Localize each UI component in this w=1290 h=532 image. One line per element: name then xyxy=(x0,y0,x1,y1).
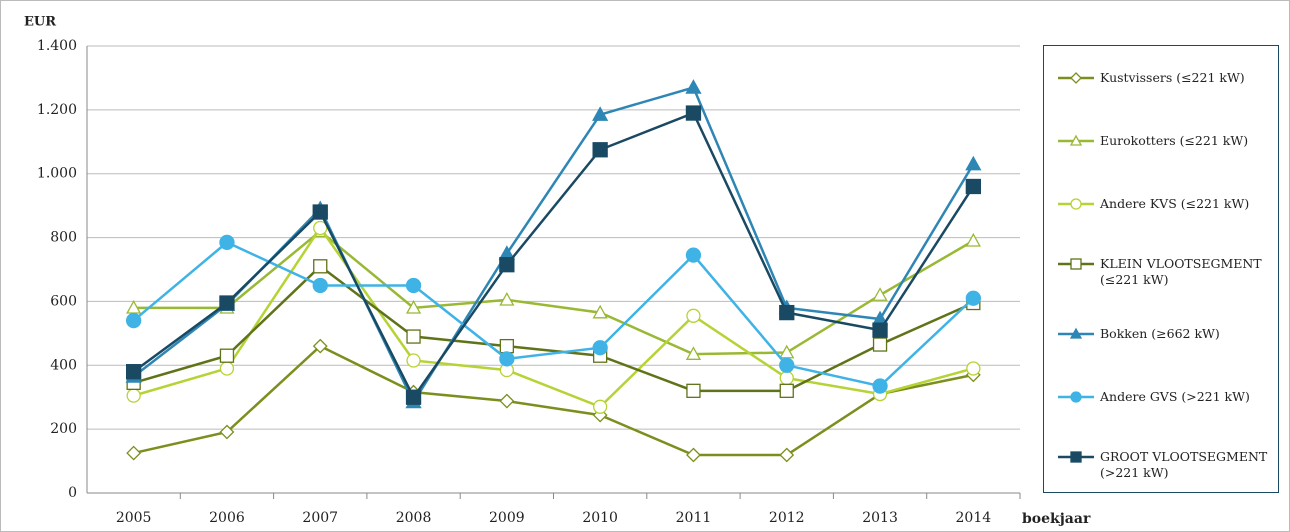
x-tick-label: 2014 xyxy=(956,510,992,526)
y-tick-label: 1.000 xyxy=(37,166,77,182)
marker xyxy=(1070,391,1082,403)
series-line xyxy=(133,229,974,356)
marker xyxy=(219,295,235,311)
marker xyxy=(592,304,608,319)
marker xyxy=(313,220,328,236)
marker xyxy=(686,383,701,398)
marker xyxy=(406,329,421,344)
marker xyxy=(779,370,794,386)
marker xyxy=(965,155,982,171)
legend-label: Bokken (≥662 kW) xyxy=(1100,326,1220,341)
marker xyxy=(312,204,328,220)
x-tick-label: 2007 xyxy=(302,510,338,526)
marker xyxy=(219,361,235,376)
x-tick-label: 2012 xyxy=(769,510,805,526)
marker xyxy=(592,142,608,158)
legend-label: Andere KVS (≤221 kW) xyxy=(1100,196,1250,211)
marker xyxy=(313,259,328,274)
legend-swatch xyxy=(1058,327,1094,339)
marker xyxy=(499,351,515,367)
series-line xyxy=(132,240,975,388)
y-tick-label: 1.400 xyxy=(37,38,77,54)
marker xyxy=(125,312,142,329)
marker xyxy=(872,378,888,394)
x-tick-label: 2008 xyxy=(396,510,432,526)
marker xyxy=(779,304,795,321)
marker xyxy=(219,348,235,363)
marker xyxy=(405,389,422,405)
series-line xyxy=(133,344,974,457)
marker xyxy=(499,393,515,409)
marker xyxy=(312,338,328,354)
marker xyxy=(1070,72,1082,84)
marker xyxy=(1070,451,1082,463)
marker xyxy=(779,447,795,463)
x-tick-label: 2005 xyxy=(116,510,152,526)
marker xyxy=(1070,198,1082,210)
legend-label: Kustvissers (≤221 kW) xyxy=(1100,70,1245,85)
x-tick-label: 2009 xyxy=(489,510,525,526)
legend-swatch xyxy=(1058,72,1094,84)
marker xyxy=(126,364,142,380)
marker xyxy=(499,257,515,273)
legend-label: KLEIN VLOOTSEGMENT (≤221 kW) xyxy=(1100,256,1262,287)
x-tick-label: 2011 xyxy=(676,510,712,526)
marker xyxy=(965,178,981,195)
marker xyxy=(965,232,981,247)
y-tick-label: 800 xyxy=(50,230,77,246)
marker xyxy=(685,79,702,94)
legend-swatch xyxy=(1058,258,1094,270)
y-tick-label: 400 xyxy=(50,357,77,373)
marker xyxy=(779,383,794,398)
legend-swatch xyxy=(1058,451,1094,463)
y-axis-title: EUR xyxy=(24,15,56,30)
series-line xyxy=(133,264,974,393)
marker xyxy=(126,445,142,461)
marker xyxy=(779,357,795,373)
marker xyxy=(965,290,981,306)
marker xyxy=(499,291,515,306)
marker xyxy=(405,277,422,294)
legend-label: Andere GVS (>221 kW) xyxy=(1100,389,1250,404)
marker xyxy=(593,399,608,414)
marker xyxy=(686,447,701,463)
marker xyxy=(592,340,608,356)
x-tick-label: 2013 xyxy=(862,510,898,526)
marker xyxy=(686,308,701,323)
y-tick-label: 0 xyxy=(68,485,77,501)
marker xyxy=(685,247,702,263)
x-axis-title: boekjaar xyxy=(1022,511,1091,527)
marker xyxy=(312,277,328,294)
marker xyxy=(219,424,235,440)
marker xyxy=(1069,327,1083,339)
marker xyxy=(1069,134,1083,146)
marker xyxy=(872,287,888,301)
marker xyxy=(966,361,981,376)
marker xyxy=(592,106,609,121)
marker xyxy=(405,299,422,314)
y-tick-label: 600 xyxy=(50,293,77,309)
marker xyxy=(126,388,141,403)
marker xyxy=(872,322,888,338)
x-tick-label: 2010 xyxy=(582,510,618,526)
marker xyxy=(499,338,515,354)
y-tick-label: 1.200 xyxy=(37,102,77,118)
legend-swatch xyxy=(1058,198,1094,210)
series-line xyxy=(132,111,975,400)
y-tick-label: 200 xyxy=(50,421,77,437)
legend-swatch xyxy=(1058,134,1094,146)
marker xyxy=(406,353,421,368)
marker xyxy=(685,105,702,121)
legend: Kustvissers (≤221 kW) Eurokotters (≤221 k… xyxy=(1043,45,1279,493)
marker xyxy=(872,337,888,352)
x-tick-label: 2006 xyxy=(209,510,245,526)
marker xyxy=(1070,258,1082,270)
series-line xyxy=(133,225,974,409)
legend-swatch xyxy=(1058,391,1094,403)
legend-label: Eurokotters (≤221 kW) xyxy=(1100,133,1249,148)
marker xyxy=(219,234,235,251)
legend-label: GROOT VLOOTSEGMENT (>221 kW) xyxy=(1100,449,1268,480)
marker xyxy=(685,346,702,360)
